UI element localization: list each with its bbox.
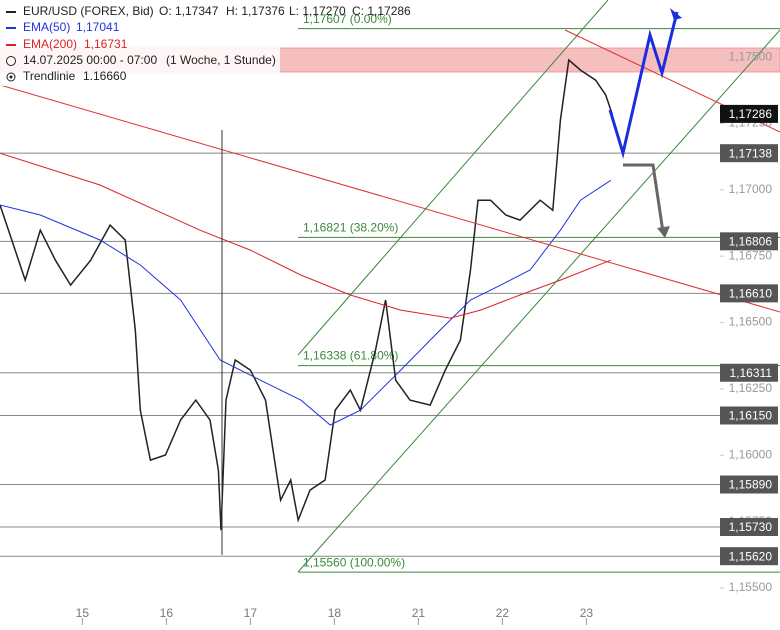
level-box <box>720 517 778 536</box>
level-box <box>720 547 778 566</box>
clock-icon <box>6 56 16 66</box>
level-label: 1,16806 <box>729 234 773 248</box>
ohlc: L: 1,17270 <box>289 4 346 18</box>
legend-label: EMA(50) <box>23 20 70 34</box>
forecast-down <box>623 163 665 233</box>
legend-date: 14.07.2025 00:00 - 07:00 <box>23 53 157 67</box>
trendline <box>0 84 780 313</box>
ema-line <box>0 152 611 319</box>
legend-value: 1,16731 <box>84 37 128 51</box>
fib-label: 1,16821 (38.20%) <box>303 221 398 235</box>
level-label: 1,16610 <box>729 287 773 301</box>
ema-line <box>0 179 612 426</box>
legend-trendline-value: 1.16660 <box>83 69 127 83</box>
y-tick-label: 1,16000 <box>729 447 773 461</box>
x-tick-label: 21 <box>412 606 426 620</box>
legend-label: EMA(200) <box>23 37 77 51</box>
fib-label: 1,15560 (100.00%) <box>303 555 405 569</box>
channel-lower <box>297 29 780 573</box>
level-box <box>720 475 778 494</box>
price-line <box>0 58 614 531</box>
level-label: 1,16311 <box>730 366 773 380</box>
target-icon <box>6 72 16 82</box>
level-box <box>720 144 778 163</box>
legend-trendline: Trendlinie <box>23 69 76 83</box>
x-tick-label: 23 <box>580 606 594 620</box>
level-label: 1,15730 <box>729 520 773 534</box>
title: EUR/USD (FOREX, Bid) <box>23 4 154 18</box>
y-tick-label: 1,16250 <box>729 381 773 395</box>
forecast-up <box>608 11 679 159</box>
current-price-box <box>720 104 778 123</box>
x-tick-label: 18 <box>328 606 342 620</box>
price-axis: 1,155001,157501,160001,162501,165001,167… <box>76 49 778 625</box>
y-tick-label: 1,17500 <box>729 49 773 63</box>
level-label: 1,17138 <box>729 146 773 160</box>
x-tick-label: 16 <box>160 606 174 620</box>
level-label: 1,16150 <box>729 409 773 423</box>
level-label: 1,15620 <box>729 549 773 563</box>
fib-label: 1,16338 (61.80%) <box>303 349 398 363</box>
channel-upper <box>297 0 609 356</box>
level-box <box>720 284 778 303</box>
y-tick-label: 1,17000 <box>729 182 773 196</box>
y-tick-label: 1,16750 <box>729 248 773 262</box>
ohlc: O: 1,17347 <box>159 4 219 18</box>
legend-value: 1,17041 <box>76 20 120 34</box>
y-tick-label: 1,16500 <box>729 315 773 329</box>
arrow-head <box>670 8 682 20</box>
ohlc: H: 1,17376 <box>226 4 285 18</box>
level-box <box>720 232 778 251</box>
x-tick-label: 15 <box>76 606 90 620</box>
ohlc: C: 1,17286 <box>352 4 411 18</box>
level-box <box>720 363 778 382</box>
level-label: 1,15890 <box>729 478 773 492</box>
current-price-label: 1,17286 <box>729 107 773 121</box>
x-tick-label: 22 <box>496 606 510 620</box>
target-icon <box>9 75 13 79</box>
y-tick-label: 1,15500 <box>729 580 773 594</box>
arrow-head <box>657 226 670 238</box>
x-tick-label: 17 <box>244 606 258 620</box>
legend-bg <box>0 2 280 86</box>
fib-label: 1,17607 (0.00%) <box>303 12 392 26</box>
legend-period: (1 Woche, 1 Stunde) <box>166 53 276 67</box>
legend: EUR/USD (FOREX, Bid) O: 1,17347 H: 1,173… <box>0 2 411 86</box>
level-box <box>720 406 778 425</box>
